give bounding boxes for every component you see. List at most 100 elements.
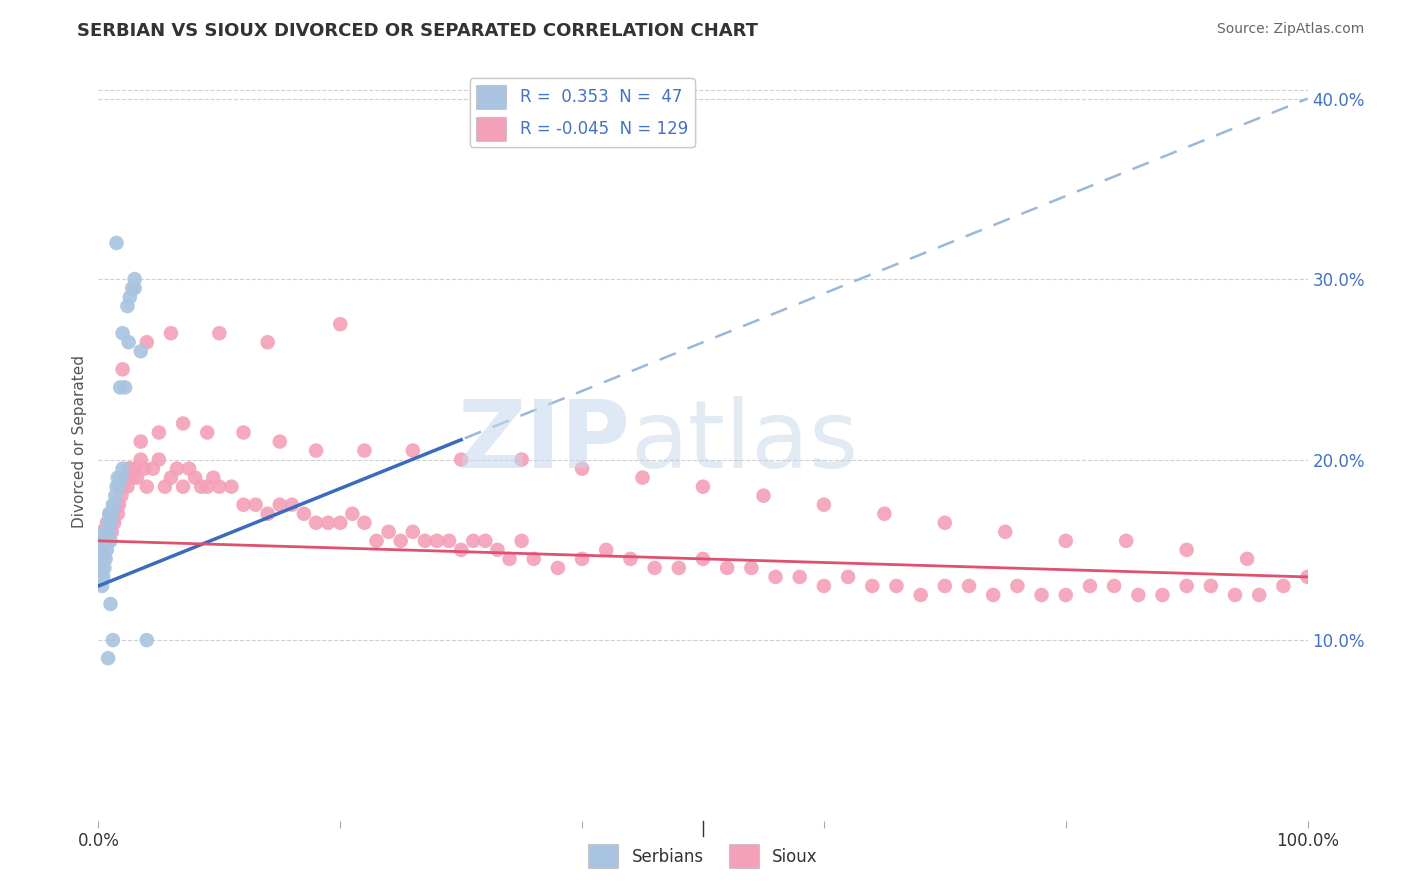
Point xyxy=(91,552,114,566)
Point xyxy=(94,533,117,548)
Point xyxy=(184,470,207,484)
Point xyxy=(101,633,124,648)
Legend: Serbians, Sioux: Serbians, Sioux xyxy=(582,838,824,875)
Point xyxy=(571,461,593,475)
Point xyxy=(129,434,152,449)
Point xyxy=(644,561,666,575)
Text: SERBIAN VS SIOUX DIVORCED OR SEPARATED CORRELATION CHART: SERBIAN VS SIOUX DIVORCED OR SEPARATED C… xyxy=(77,22,758,40)
Point xyxy=(90,552,112,566)
Point xyxy=(160,470,183,484)
Point xyxy=(510,452,533,467)
Point xyxy=(789,570,811,584)
Text: Source: ZipAtlas.com: Source: ZipAtlas.com xyxy=(1216,22,1364,37)
Point xyxy=(202,470,225,484)
Point xyxy=(97,516,120,530)
Point xyxy=(426,533,449,548)
Point xyxy=(305,516,328,530)
Point xyxy=(121,281,143,295)
Point xyxy=(104,489,127,503)
Point xyxy=(571,552,593,566)
Point xyxy=(135,633,157,648)
Point xyxy=(1115,533,1137,548)
Point xyxy=(98,507,121,521)
Point xyxy=(127,470,149,484)
Point xyxy=(110,489,132,503)
Point xyxy=(100,597,122,611)
Point xyxy=(111,362,134,376)
Point xyxy=(292,507,315,521)
Point xyxy=(153,480,176,494)
Point xyxy=(1152,588,1174,602)
Point xyxy=(93,524,115,539)
Point xyxy=(860,579,883,593)
Point xyxy=(100,524,122,539)
Point xyxy=(269,498,291,512)
Text: ZIP: ZIP xyxy=(457,395,630,488)
Point xyxy=(91,570,114,584)
Point xyxy=(498,552,520,566)
Point xyxy=(100,507,122,521)
Point xyxy=(135,335,157,350)
Point xyxy=(353,516,375,530)
Text: atlas: atlas xyxy=(630,395,859,488)
Point xyxy=(96,524,118,539)
Point xyxy=(1128,588,1150,602)
Point xyxy=(105,498,128,512)
Point xyxy=(124,272,146,286)
Point xyxy=(110,470,132,484)
Point xyxy=(172,480,194,494)
Point xyxy=(111,461,134,475)
Point xyxy=(402,443,425,458)
Point xyxy=(96,516,118,530)
Point xyxy=(910,588,932,602)
Point xyxy=(1296,570,1319,584)
Point xyxy=(111,480,134,494)
Point xyxy=(94,552,117,566)
Point xyxy=(813,579,835,593)
Point xyxy=(837,570,859,584)
Point xyxy=(117,299,139,313)
Point xyxy=(547,561,569,575)
Point xyxy=(619,552,641,566)
Point xyxy=(1102,579,1125,593)
Point xyxy=(195,480,218,494)
Point xyxy=(413,533,436,548)
Point xyxy=(221,480,243,494)
Point xyxy=(510,533,533,548)
Point xyxy=(486,542,509,557)
Point xyxy=(124,461,146,475)
Point xyxy=(256,335,278,350)
Point xyxy=(114,470,136,484)
Point xyxy=(1078,579,1101,593)
Point xyxy=(129,344,152,359)
Point xyxy=(886,579,908,593)
Point xyxy=(160,326,183,341)
Point xyxy=(104,498,127,512)
Point xyxy=(402,524,425,539)
Point xyxy=(89,561,111,575)
Point xyxy=(91,524,114,539)
Point xyxy=(208,480,231,494)
Point xyxy=(232,425,254,440)
Point xyxy=(1249,588,1271,602)
Point xyxy=(232,498,254,512)
Point xyxy=(179,461,201,475)
Point xyxy=(256,507,278,521)
Point xyxy=(1031,588,1053,602)
Point xyxy=(118,461,141,475)
Point xyxy=(108,480,131,494)
Point xyxy=(474,533,496,548)
Point xyxy=(111,326,134,341)
Point xyxy=(97,651,120,665)
Point xyxy=(108,380,131,394)
Point xyxy=(1175,542,1198,557)
Point xyxy=(813,498,835,512)
Point xyxy=(97,524,120,539)
Point xyxy=(90,542,112,557)
Point xyxy=(668,561,690,575)
Point xyxy=(96,542,118,557)
Point xyxy=(91,579,114,593)
Point xyxy=(135,480,157,494)
Point xyxy=(281,498,304,512)
Point xyxy=(329,516,352,530)
